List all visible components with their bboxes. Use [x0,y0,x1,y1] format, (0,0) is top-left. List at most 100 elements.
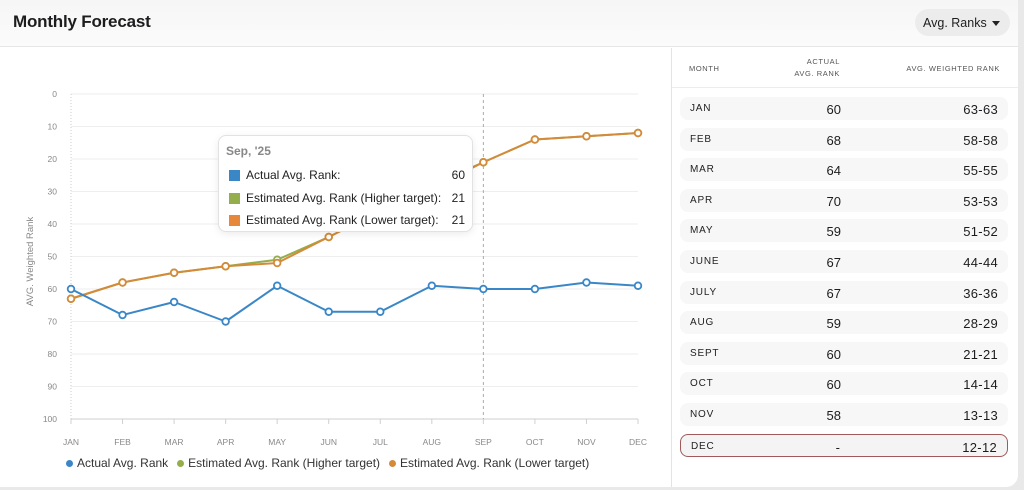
tooltip-label: Actual Avg. Rank: [246,168,341,182]
x-tick-label: JUN [320,437,337,447]
data-point[interactable] [66,284,76,294]
caret-down-icon [991,20,1000,26]
data-point[interactable] [66,294,76,303]
cell-month: FEB [690,133,712,145]
cell-month: OCT [690,378,714,390]
x-tick-label: APR [217,437,234,447]
tooltip-value: 21 [451,213,465,227]
data-point[interactable] [376,307,385,316]
data-point[interactable] [221,262,230,271]
legend-label: Actual Avg. Rank [77,456,169,470]
data-point[interactable] [427,281,437,290]
tooltip-label: Estimated Avg. Rank (Higher target): [246,191,442,205]
data-point[interactable] [272,258,282,268]
tooltip-row-actual: Actual Avg. Rank: 60 [229,168,465,182]
legend-item-higher-target[interactable]: Estimated Avg. Rank (Higher target) [177,456,380,470]
column-header-weighted: AVG. WEIGHTED RANK [906,64,1000,73]
tooltip-value: 21 [451,191,465,205]
table-row[interactable]: AUG 59 28-29 [680,311,1008,335]
y-tick-label: 20 [48,154,58,164]
data-point[interactable] [169,297,179,307]
cell-actual-rank: 60 [826,346,841,362]
data-point[interactable] [272,281,282,290]
table-row[interactable]: JUNE 67 44-44 [680,250,1008,273]
y-tick-label: 50 [48,252,58,262]
cell-month: MAY [690,225,714,237]
cell-month: MAR [690,164,715,176]
data-point[interactable] [324,232,333,242]
x-tick-label: JUL [373,437,388,447]
data-point[interactable] [530,135,540,144]
data-point[interactable] [633,281,643,290]
legend-item-actual[interactable]: Actual Avg. Rank [66,456,168,470]
legend-dot-icon [389,459,397,467]
cell-actual-rank: 58 [826,408,841,423]
cell-month: APR [690,194,713,206]
dropdown-label: Avg. Ranks [923,15,987,30]
data-point[interactable] [530,284,540,294]
cell-weighted-rank: 13-13 [963,408,998,423]
table-row[interactable]: NOV 58 13-13 [680,403,1008,426]
y-tick-label: 10 [48,122,58,132]
data-point[interactable] [324,307,333,316]
x-tick-label: OCT [526,437,544,447]
legend-dot-icon [177,459,185,467]
data-point[interactable] [479,284,488,294]
cell-month: AUG [690,317,715,329]
data-point[interactable] [221,317,230,326]
y-tick-label: 40 [48,219,58,229]
y-tick-label: 90 [48,382,58,392]
legend-label: Estimated Avg. Rank (Lower target) [400,456,590,470]
swatch-actual [229,169,240,181]
cell-actual-rank: 67 [826,285,841,301]
cell-month: JUNE [690,256,720,267]
cell-actual-rank: 60 [826,377,841,393]
legend-item-lower-target[interactable]: Estimated Avg. Rank (Lower target) [389,456,589,470]
data-point[interactable] [169,268,179,277]
cell-actual-rank: 70 [826,193,841,209]
legend-dot-icon [66,459,73,467]
cell-weighted-rank: 51-52 [963,224,998,240]
data-point[interactable] [479,158,488,167]
forecast-chart[interactable]: 0 10 20 30 40 50 60 70 80 90 100 JAN FEB MAR APR MAY JUN… [0,48,671,487]
x-tick-label: MAY [268,437,286,447]
data-point[interactable] [118,310,127,320]
data-point[interactable] [118,278,127,287]
y-tick-label: 80 [48,349,58,359]
data-point[interactable] [582,132,591,141]
table-row[interactable]: APR 70 53-53 [680,188,1008,212]
legend-label: Estimated Avg. Rank (Higher target) [188,456,381,470]
table-row[interactable]: DEC - 12-12 [680,433,1008,457]
cell-actual-rank: - [835,439,840,455]
cell-weighted-rank: 28-29 [963,316,998,332]
y-tick-label: 30 [48,187,58,197]
chart-canvas[interactable]: 0 10 20 30 40 50 60 70 80 90 100 JAN FEB MAR APR MAY JUN… [0,48,671,487]
column-header-actual-line2: AVG. RANK [794,69,840,78]
y-tick-label: 0 [52,89,57,99]
cell-month: DEC [691,440,715,452]
table-row[interactable]: FEB 68 58-58 [680,127,1008,151]
x-tick-label: SEP [475,437,492,447]
cell-month: JAN [690,103,712,114]
data-point[interactable] [582,278,591,287]
cell-weighted-rank: 44-44 [963,255,998,270]
cell-weighted-rank: 55-55 [963,163,998,179]
table-row[interactable]: OCT 60 14-14 [680,372,1008,396]
cell-weighted-rank: 63-63 [963,102,998,117]
table-row[interactable]: JULY 67 36-36 [680,280,1008,304]
forecast-table: MONTH ACTUAL AVG. RANK AVG. WEIGHTED RAN… [672,48,1018,487]
table-row[interactable]: JAN 60 63-63 [680,97,1008,120]
cell-month: NOV [690,409,715,420]
table-row[interactable]: SEPT 60 21-21 [680,341,1008,365]
cell-actual-rank: 60 [826,102,841,117]
panel-divider [671,48,672,487]
x-tick-label: DEC [629,437,647,447]
y-tick-label: 100 [43,414,57,424]
cell-weighted-rank: 58-58 [963,132,998,148]
table-row[interactable]: MAR 64 55-55 [680,158,1008,182]
data-point[interactable] [633,128,643,138]
table-row[interactable]: MAY 59 51-52 [680,219,1008,243]
page-title: Monthly Forecast [13,12,151,31]
cell-weighted-rank: 21-21 [963,346,998,362]
avg-ranks-dropdown[interactable]: Avg. Ranks [915,9,1010,36]
